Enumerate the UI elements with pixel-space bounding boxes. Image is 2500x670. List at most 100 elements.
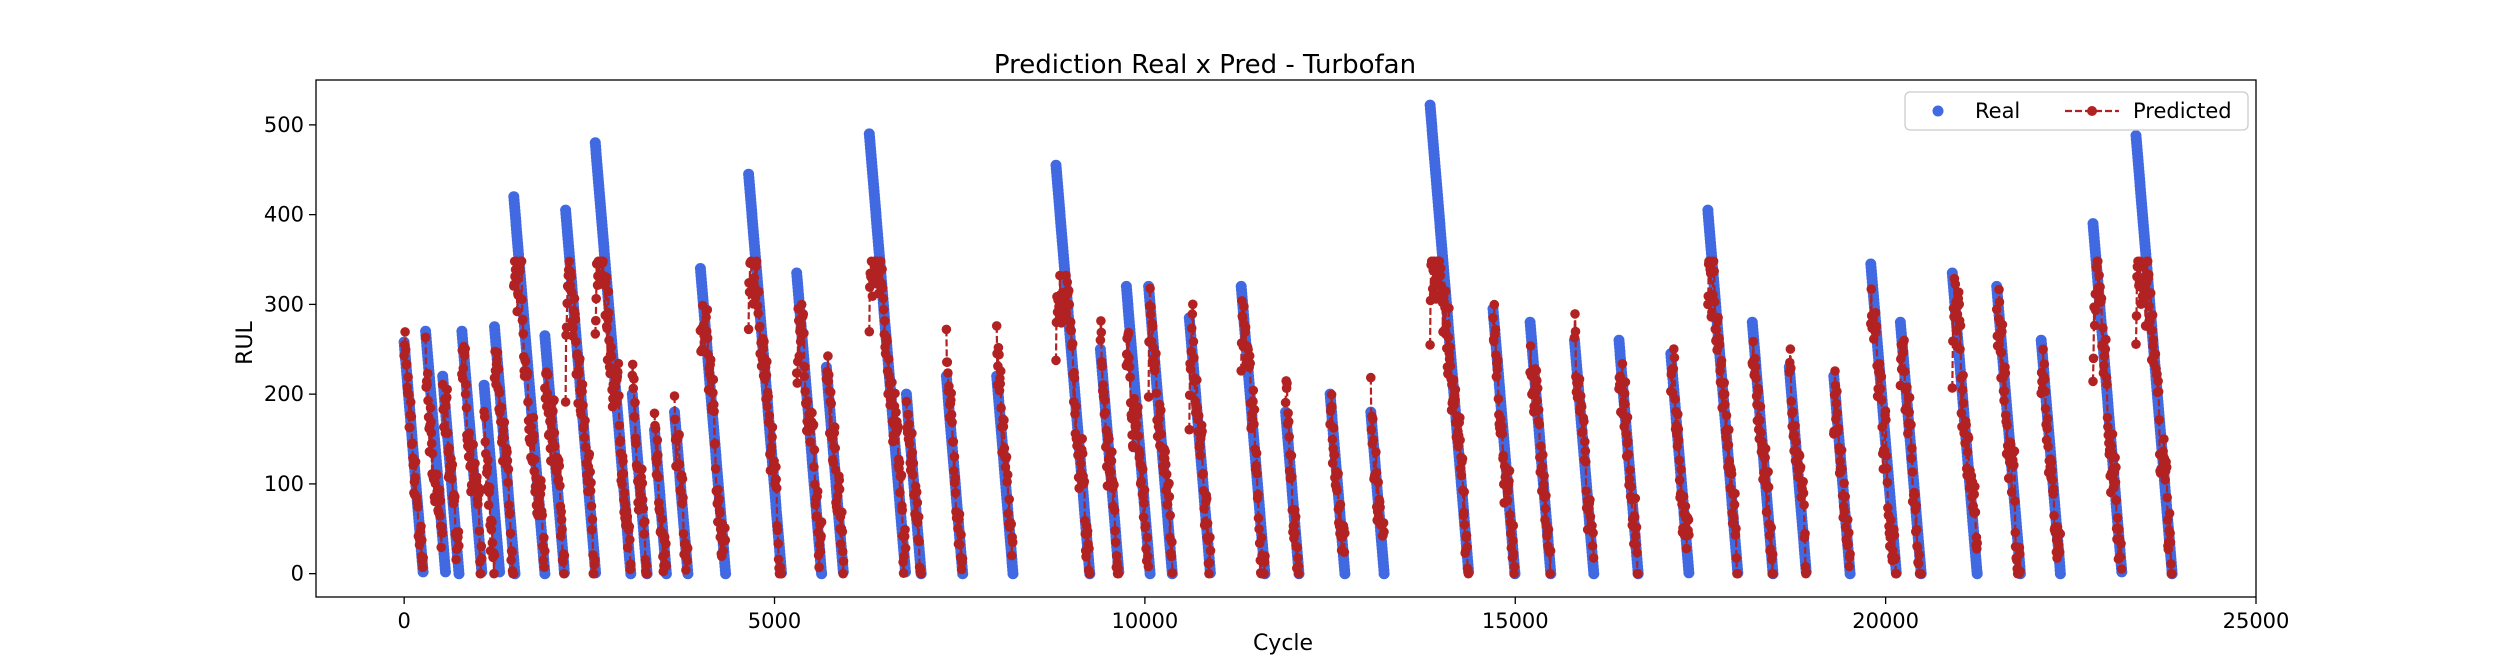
- predicted-markers: [489, 346, 519, 579]
- predicted-point: [1145, 309, 1156, 320]
- predicted-point: [1188, 336, 1199, 347]
- predicted-point: [518, 329, 529, 339]
- predicted-point: [702, 305, 713, 315]
- predicted-point: [941, 324, 952, 335]
- real-point: [1339, 568, 1351, 580]
- predicted-point: [864, 326, 875, 337]
- predicted-point: [767, 432, 777, 442]
- predicted-point: [1450, 384, 1461, 395]
- predicted-point: [1251, 460, 1261, 471]
- predicted-point: [1006, 519, 1016, 529]
- predicted-point: [758, 343, 769, 354]
- predicted-point: [812, 486, 823, 497]
- predicted-point: [443, 428, 453, 438]
- predicted-point: [1340, 528, 1350, 538]
- predicted-point: [771, 474, 781, 485]
- predicted-point: [543, 369, 553, 380]
- predicted-point: [420, 332, 431, 343]
- predicted-point: [1289, 520, 1300, 530]
- predicted-point: [606, 351, 617, 362]
- predicted-point: [434, 485, 445, 495]
- predicted-point: [1161, 469, 1172, 480]
- predicted-markers: [821, 351, 849, 579]
- predicted-point: [766, 442, 777, 452]
- predicted-point: [473, 499, 483, 510]
- predicted-point: [808, 419, 819, 430]
- predicted-point: [682, 543, 693, 554]
- predicted-point: [904, 438, 915, 449]
- predicted-point: [476, 541, 487, 552]
- predicted-markers: [590, 256, 636, 575]
- predicted-point: [426, 427, 437, 438]
- predicted-point: [956, 564, 967, 575]
- predicted-point: [585, 486, 596, 496]
- predicted-point: [946, 395, 956, 405]
- predicted-point: [1164, 491, 1175, 502]
- predicted-point: [1240, 322, 1251, 333]
- predicted-point: [834, 475, 845, 485]
- real-point: [440, 566, 451, 578]
- predicted-point: [460, 344, 471, 354]
- predicted-point: [425, 403, 436, 413]
- predicted-point: [792, 378, 803, 388]
- predicted-point: [1109, 480, 1119, 490]
- predicted-point: [1109, 505, 1120, 516]
- predicted-point: [913, 512, 924, 522]
- predicted-point: [1143, 551, 1153, 562]
- predicted-point: [1333, 468, 1343, 479]
- predicted-point: [903, 409, 913, 420]
- predicted-point: [584, 449, 595, 459]
- predicted-markers: [437, 379, 464, 565]
- predicted-point: [1097, 361, 1107, 372]
- predicted-point: [799, 371, 810, 382]
- predicted-point: [1197, 426, 1207, 437]
- predicted-point: [1249, 419, 1259, 430]
- predicted-point: [564, 256, 574, 267]
- predicted-markers: [457, 341, 487, 579]
- predicted-point: [549, 428, 560, 438]
- predicted-point: [710, 438, 720, 449]
- predicted-point: [1106, 467, 1116, 477]
- predicted-point: [629, 412, 640, 422]
- predicted-point: [678, 529, 689, 539]
- predicted-point: [577, 379, 588, 390]
- predicted-point: [1104, 434, 1114, 444]
- predicted-point: [916, 568, 926, 579]
- predicted-point: [1290, 528, 1300, 538]
- predicted-point: [1151, 348, 1161, 359]
- predicted-point: [816, 517, 827, 527]
- predicted-point: [427, 448, 438, 459]
- predicted-point: [955, 539, 965, 550]
- predicted-markers: [560, 256, 600, 579]
- predicted-point: [682, 555, 693, 566]
- predicted-point: [555, 481, 565, 491]
- predicted-point: [458, 363, 469, 374]
- predicted-point: [893, 421, 903, 432]
- predicted-point: [1379, 527, 1389, 537]
- predicted-point: [624, 521, 635, 532]
- predicted-point: [1106, 456, 1117, 466]
- predicted-point: [705, 355, 716, 365]
- predicted-point: [622, 542, 633, 553]
- real-point: [2054, 568, 2066, 580]
- predicted-point: [585, 467, 595, 477]
- predicted-point: [401, 359, 412, 370]
- predicted-point: [702, 333, 713, 344]
- predicted-point: [1287, 472, 1297, 482]
- predicted-point: [482, 463, 493, 473]
- predicted-point: [517, 294, 527, 305]
- predicted-point: [1256, 533, 1267, 543]
- predicted-point: [627, 359, 638, 370]
- predicted-point: [1113, 568, 1124, 579]
- predicted-point: [649, 408, 660, 419]
- predicted-point: [798, 309, 809, 319]
- predicted-point: [1166, 551, 1177, 562]
- predicted-point: [611, 398, 622, 409]
- predicted-point: [957, 553, 968, 564]
- predicted-point: [1051, 355, 1061, 366]
- predicted-point: [1293, 553, 1303, 563]
- predicted-point: [403, 372, 413, 382]
- predicted-point: [1110, 537, 1121, 548]
- predicted-point: [598, 256, 608, 267]
- predicted-point: [956, 529, 966, 540]
